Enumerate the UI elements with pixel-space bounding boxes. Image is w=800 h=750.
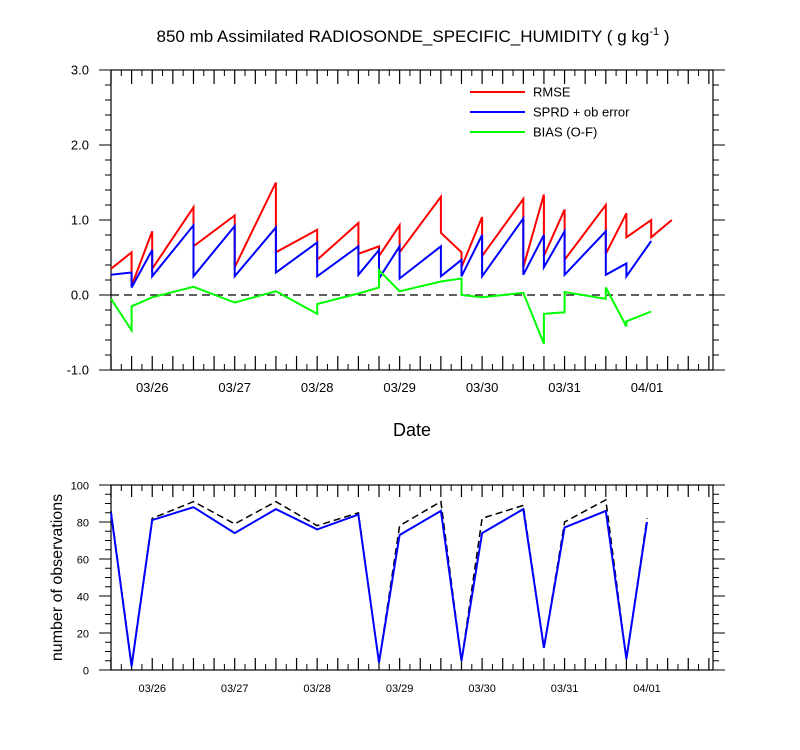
top-x-tick-label: 03/29	[383, 380, 416, 395]
top-panel: 03/26 03/27 03/28 03/29 03/30 03/31 04/01 -1.0 0…	[67, 63, 725, 440]
legend-sprd-label: SPRD + ob error	[533, 105, 630, 120]
bottom-x-tick-label: 03/26	[138, 683, 166, 695]
bottom-y-tick-label: 80	[77, 518, 89, 530]
legend-rmse-label: RMSE	[533, 85, 571, 100]
top-y-tick-label: 0.0	[71, 288, 89, 303]
bottom-x-tick-label: 03/30	[468, 683, 496, 695]
bottom-y-tick-label: 0	[83, 666, 89, 678]
bottom-x-tick-label: 03/29	[386, 683, 414, 695]
top-x-tick-label: 03/30	[466, 380, 499, 395]
bottom-y-tick-label: 40	[77, 592, 89, 604]
top-y-tick-label: 2.0	[71, 138, 89, 153]
bottom-x-tick-label: 03/27	[221, 683, 249, 695]
bottom-y-axis-label: number of observations	[49, 494, 66, 661]
bottom-y-tick-label: 20	[77, 629, 89, 641]
legend-bias-label: BIAS (O-F)	[533, 125, 597, 140]
bottom-y-tick-label: 60	[77, 555, 89, 567]
top-series-bias-line	[110, 267, 652, 345]
chart-title-end: )	[659, 27, 669, 46]
top-series-sprd-line	[110, 215, 653, 288]
top-x-tick-label: 03/27	[218, 380, 251, 395]
bottom-x-tick-label: 03/31	[551, 683, 579, 695]
top-y-tick-label: 3.0	[71, 63, 89, 78]
top-y-tick-label: -1.0	[67, 363, 89, 378]
top-x-tick-label: 03/26	[136, 380, 169, 395]
top-x-tick-label: 03/31	[548, 380, 581, 395]
chart-title: 850 mb Assimilated RADIOSONDE_SPECIFIC_H…	[157, 26, 670, 46]
top-y-tick-label: 1.0	[71, 213, 89, 228]
chart-title-main: 850 mb Assimilated RADIOSONDE_SPECIFIC_H…	[157, 27, 650, 46]
chart-title-superscript: -1	[649, 26, 659, 38]
bottom-y-tick-label: 100	[71, 481, 89, 493]
bottom-series-possible-line	[110, 498, 648, 665]
bottom-series-used-line	[110, 506, 648, 667]
top-x-tick-label: 03/28	[301, 380, 334, 395]
bottom-x-tick-label: 04/01	[633, 683, 661, 695]
bottom-x-tick-label: 03/28	[303, 683, 331, 695]
top-x-tick-label: 04/01	[631, 380, 664, 395]
top-series-rmse-line	[110, 182, 673, 287]
bottom-panel: 03/26 03/27 03/28 03/29 03/30 03/31 04/01 0 20 40…	[49, 481, 725, 695]
top-x-axis-label: Date	[393, 420, 431, 440]
